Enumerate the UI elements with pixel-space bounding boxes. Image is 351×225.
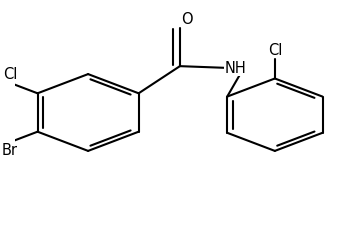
Text: Cl: Cl [268, 43, 282, 58]
Text: NH: NH [225, 61, 246, 76]
Text: O: O [181, 12, 193, 27]
Text: Cl: Cl [3, 67, 17, 82]
Text: Br: Br [2, 143, 18, 158]
